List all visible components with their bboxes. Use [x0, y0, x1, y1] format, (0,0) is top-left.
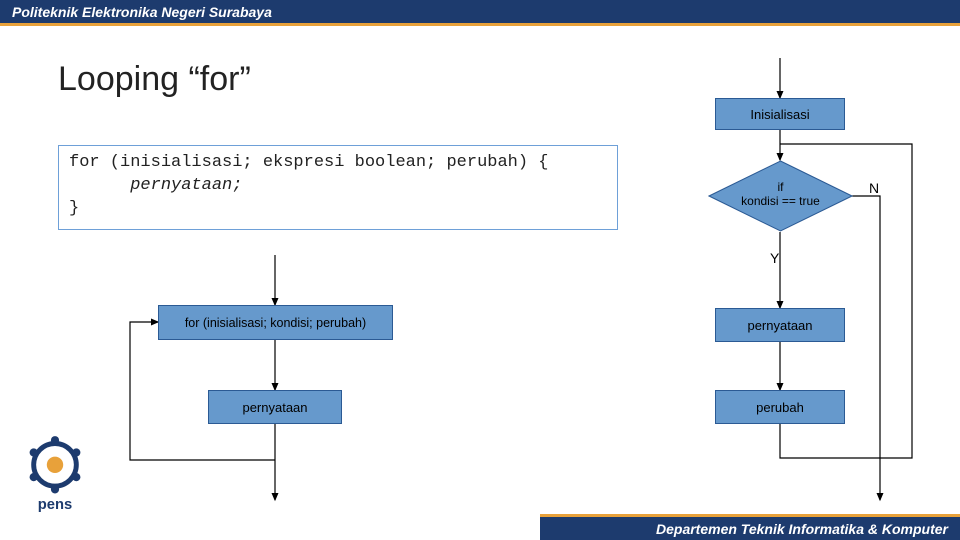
diamond-line-1: if — [741, 181, 820, 195]
flow-box-stmt-right-label: pernyataan — [747, 318, 812, 333]
label-n: N — [869, 180, 879, 196]
flow-box-for: for (inisialisasi; kondisi; perubah) — [158, 305, 393, 340]
code-line-1: for (inisialisasi; ekspresi boolean; per… — [69, 153, 548, 172]
code-box: for (inisialisasi; ekspresi boolean; per… — [58, 145, 618, 230]
pens-logo: pens — [14, 432, 96, 514]
footer-bar: Departemen Teknik Informatika & Komputer — [540, 514, 960, 540]
flow-box-init-label: Inisialisasi — [750, 107, 809, 122]
header-title: Politeknik Elektronika Negeri Surabaya — [12, 4, 272, 20]
diamond-line-2: kondisi == true — [741, 195, 820, 209]
flow-box-update: perubah — [715, 390, 845, 424]
flow-box-for-label: for (inisialisasi; kondisi; perubah) — [185, 316, 366, 330]
header-bar: Politeknik Elektronika Negeri Surabaya — [0, 0, 960, 26]
code-line-3: } — [69, 199, 79, 218]
flow-box-init: Inisialisasi — [715, 98, 845, 130]
flow-box-stmt-right: pernyataan — [715, 308, 845, 342]
flow-box-stmt-left: pernyataan — [208, 390, 342, 424]
flow-box-update-label: perubah — [756, 400, 804, 415]
code-line-2: pernyataan; — [130, 176, 242, 195]
code-line-2-indent — [69, 176, 130, 195]
label-y: Y — [770, 250, 779, 266]
logo-caption: pens — [38, 497, 72, 513]
footer-title: Departemen Teknik Informatika & Komputer — [656, 521, 948, 537]
flow-box-stmt-left-label: pernyataan — [242, 400, 307, 415]
page-title: Looping “for” — [58, 60, 251, 99]
flow-diamond-condition: if kondisi == true — [708, 160, 853, 230]
